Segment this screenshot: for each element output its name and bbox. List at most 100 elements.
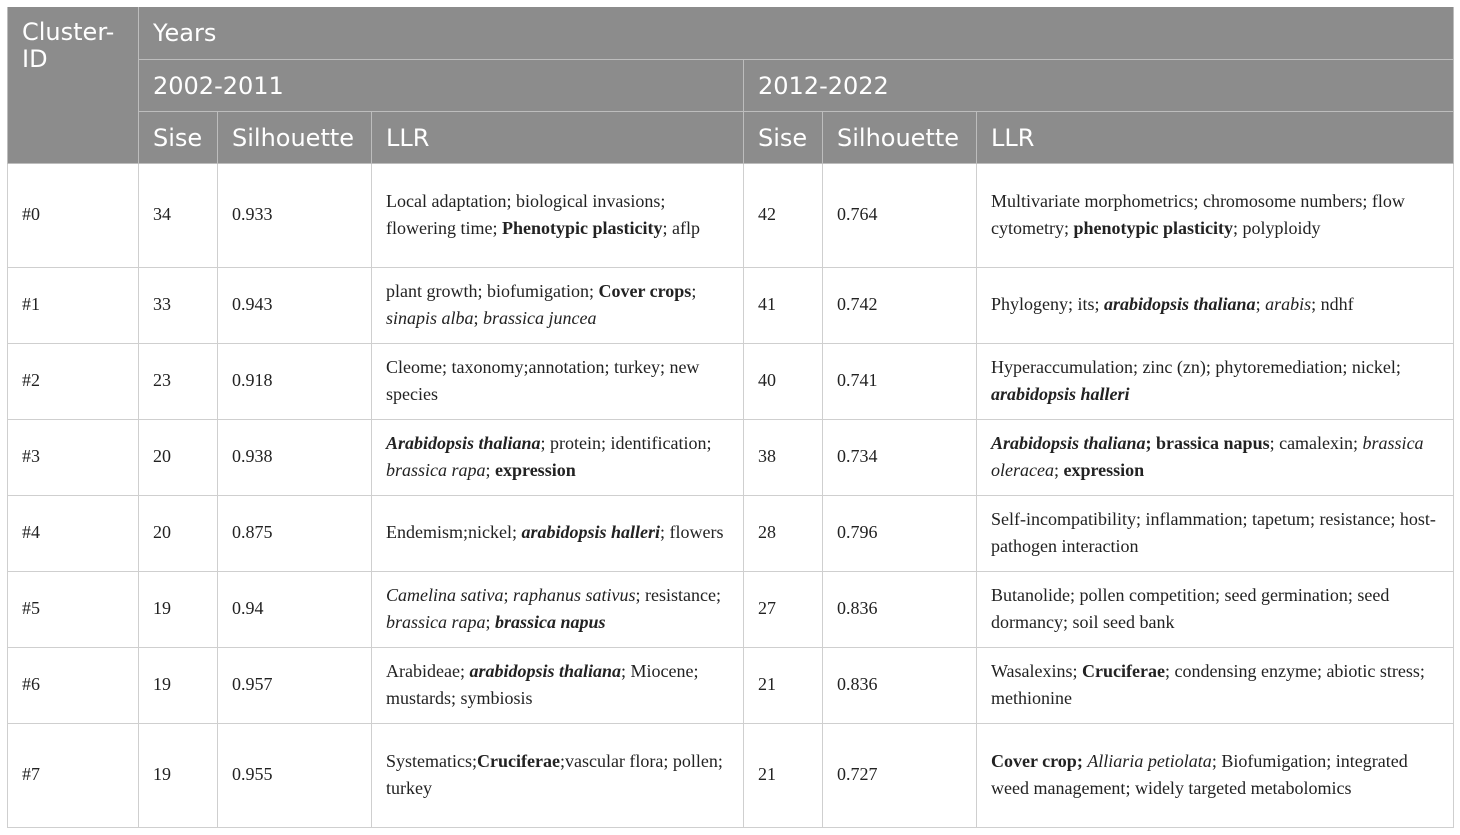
table-row: #2 23 0.918 Cleome; taxonomy;annotation; tu…: [7, 342, 1455, 420]
llr-term: Cover crops: [598, 280, 692, 301]
llr-term: plant growth; biofumigation;: [386, 280, 599, 301]
silhouette-cell-2: 0.796: [822, 494, 977, 572]
cluster-id-cell: #7: [7, 722, 139, 828]
llr-term: brassica oleracea: [991, 432, 1424, 481]
llr-term: brassica napus: [495, 612, 606, 632]
cluster-id-cell: #0: [7, 163, 139, 268]
header-period-2: 2012-2022: [742, 58, 1455, 112]
header-silhouette-1: Silhouette: [217, 110, 372, 164]
table-header: Cluster-ID Years 2002-2011 2012-2022 Sis…: [7, 7, 1455, 164]
llr-cell-1: Systematics;Cruciferae;vascular flora; p…: [371, 722, 744, 828]
header-sise-1: Sise: [138, 110, 218, 164]
llr-term: Butanolide; pollen competition; seed ger…: [991, 584, 1390, 633]
llr-term: ;: [503, 584, 514, 605]
cluster-id-cell: #6: [7, 646, 139, 724]
llr-term: Alliaria petiolata: [1087, 750, 1212, 771]
cluster-id-cell: #3: [7, 418, 139, 496]
llr-term: arabidopsis halleri: [991, 384, 1130, 404]
llr-term: ;: [485, 460, 496, 480]
table-row: #6 19 0.957 Arabideae; arabidopsis thaliana…: [7, 646, 1455, 724]
llr-term: ; flowers: [660, 522, 724, 543]
silhouette-cell-1: 0.943: [217, 266, 372, 344]
size-cell-1: 20: [138, 418, 218, 496]
size-cell-1: 19: [138, 722, 218, 828]
size-cell-2: 38: [743, 418, 823, 496]
cluster-id-cell: #4: [7, 494, 139, 572]
llr-term: Cruciferae: [477, 750, 560, 771]
llr-term: ;: [473, 308, 484, 328]
llr-term: Arabideae;: [386, 660, 470, 681]
silhouette-cell-1: 0.94: [217, 570, 372, 648]
llr-cell-2: Cover crop; Alliaria petiolata; Biofumig…: [975, 722, 1455, 828]
size-cell-2: 27: [743, 570, 823, 648]
silhouette-cell-2: 0.734: [822, 418, 977, 496]
silhouette-cell-1: 0.955: [217, 722, 372, 828]
llr-cell-1: Endemism;nickel; arabidopsis halleri; fl…: [371, 494, 744, 572]
llr-term: ; resistance;: [635, 584, 721, 605]
llr-term: ; brassica napus: [1145, 432, 1270, 453]
llr-term: ; polyploidy: [1233, 218, 1321, 238]
table-row: #1 33 0.943 plant growth; biofumigation; Co…: [7, 266, 1455, 344]
llr-term: Hyperaccumulation; zinc (zn); phytoremed…: [991, 356, 1401, 377]
llr-term: ;: [485, 612, 496, 632]
llr-term: arabidopsis halleri: [521, 522, 661, 543]
silhouette-cell-1: 0.938: [217, 418, 372, 496]
header-llr-1: LLR: [371, 110, 744, 164]
llr-term: Wasalexins;: [991, 660, 1083, 681]
llr-cell-1: Camelina sativa; raphanus sativus; resis…: [371, 570, 744, 648]
llr-cell-2: Wasalexins; Cruciferae; condensing enzym…: [975, 646, 1455, 724]
llr-term: Multivariate morphometrics; chromosome n…: [991, 190, 1405, 239]
silhouette-cell-1: 0.918: [217, 342, 372, 420]
llr-term: arabis: [1265, 294, 1312, 315]
size-cell-2: 40: [743, 342, 823, 420]
table-row: #3 20 0.938 Arabidopsis thaliana; protein; …: [7, 418, 1455, 496]
size-cell-2: 21: [743, 646, 823, 724]
header-sise-2: Sise: [743, 110, 823, 164]
size-cell-2: 21: [743, 722, 823, 828]
llr-term: Local adaptation; biological invasions; …: [386, 190, 666, 239]
llr-term: Endemism;nickel;: [386, 522, 522, 543]
llr-cell-1: plant growth; biofumigation; Cover crops…: [371, 266, 744, 344]
llr-cell-2: Butanolide; pollen competition; seed ger…: [975, 570, 1455, 648]
llr-term: ; ndhf: [1311, 294, 1354, 315]
llr-term: ; Miocene; mustards; symbiosis: [386, 660, 699, 709]
llr-term: Arabidopsis thaliana: [991, 432, 1146, 453]
cluster-id-cell: #1: [7, 266, 139, 344]
llr-term: brassica juncea: [483, 308, 597, 328]
header-years: Years: [137, 7, 1455, 60]
llr-term: Self-incompatibility; inflammation; tape…: [991, 508, 1436, 557]
llr-term: phenotypic plasticity: [1073, 218, 1233, 238]
size-cell-2: 41: [743, 266, 823, 344]
silhouette-cell-1: 0.957: [217, 646, 372, 724]
llr-term: Cruciferae: [1082, 660, 1165, 681]
table-row: #4 20 0.875 Endemism;nickel; arabidopsis ha…: [7, 494, 1455, 572]
silhouette-cell-2: 0.836: [822, 646, 977, 724]
header-period-1: 2002-2011: [138, 58, 744, 112]
llr-term: ;: [1255, 294, 1266, 315]
header-silhouette-2: Silhouette: [822, 110, 977, 164]
cluster-table: Cluster-ID Years 2002-2011 2012-2022 Sis…: [7, 7, 1455, 828]
llr-term: Phenotypic plasticity: [501, 218, 663, 238]
llr-term: ;: [1053, 460, 1064, 480]
llr-term: arabidopsis thaliana: [1104, 294, 1256, 315]
size-cell-1: 20: [138, 494, 218, 572]
size-cell-1: 34: [138, 163, 218, 268]
llr-term: ;vascular flora; pollen; turkey: [386, 750, 723, 799]
llr-cell-2: Hyperaccumulation; zinc (zn); phytoremed…: [975, 342, 1455, 420]
llr-cell-1: Cleome; taxonomy;annotation; turkey; new…: [371, 342, 744, 420]
size-cell-1: 19: [138, 570, 218, 648]
cluster-id-cell: #5: [7, 570, 139, 648]
silhouette-cell-2: 0.727: [822, 722, 977, 828]
silhouette-cell-2: 0.836: [822, 570, 977, 648]
table-row: #0 34 0.933 Local adaptation; biological in…: [7, 163, 1455, 268]
llr-cell-2: Self-incompatibility; inflammation; tape…: [975, 494, 1455, 572]
table-body: #0 34 0.933 Local adaptation; biological in…: [7, 163, 1455, 828]
silhouette-cell-2: 0.764: [822, 163, 977, 268]
header-llr-2: LLR: [975, 110, 1455, 164]
llr-term: Cover crop;: [991, 750, 1083, 771]
llr-term: raphanus sativus: [513, 584, 636, 605]
table-row: #7 19 0.955 Systematics;Cruciferae;vascular…: [7, 722, 1455, 828]
llr-cell-2: Arabidopsis thaliana; brassica napus; ca…: [975, 418, 1455, 496]
llr-term: ; aflp: [662, 218, 700, 238]
llr-cell-2: Multivariate morphometrics; chromosome n…: [975, 163, 1455, 268]
